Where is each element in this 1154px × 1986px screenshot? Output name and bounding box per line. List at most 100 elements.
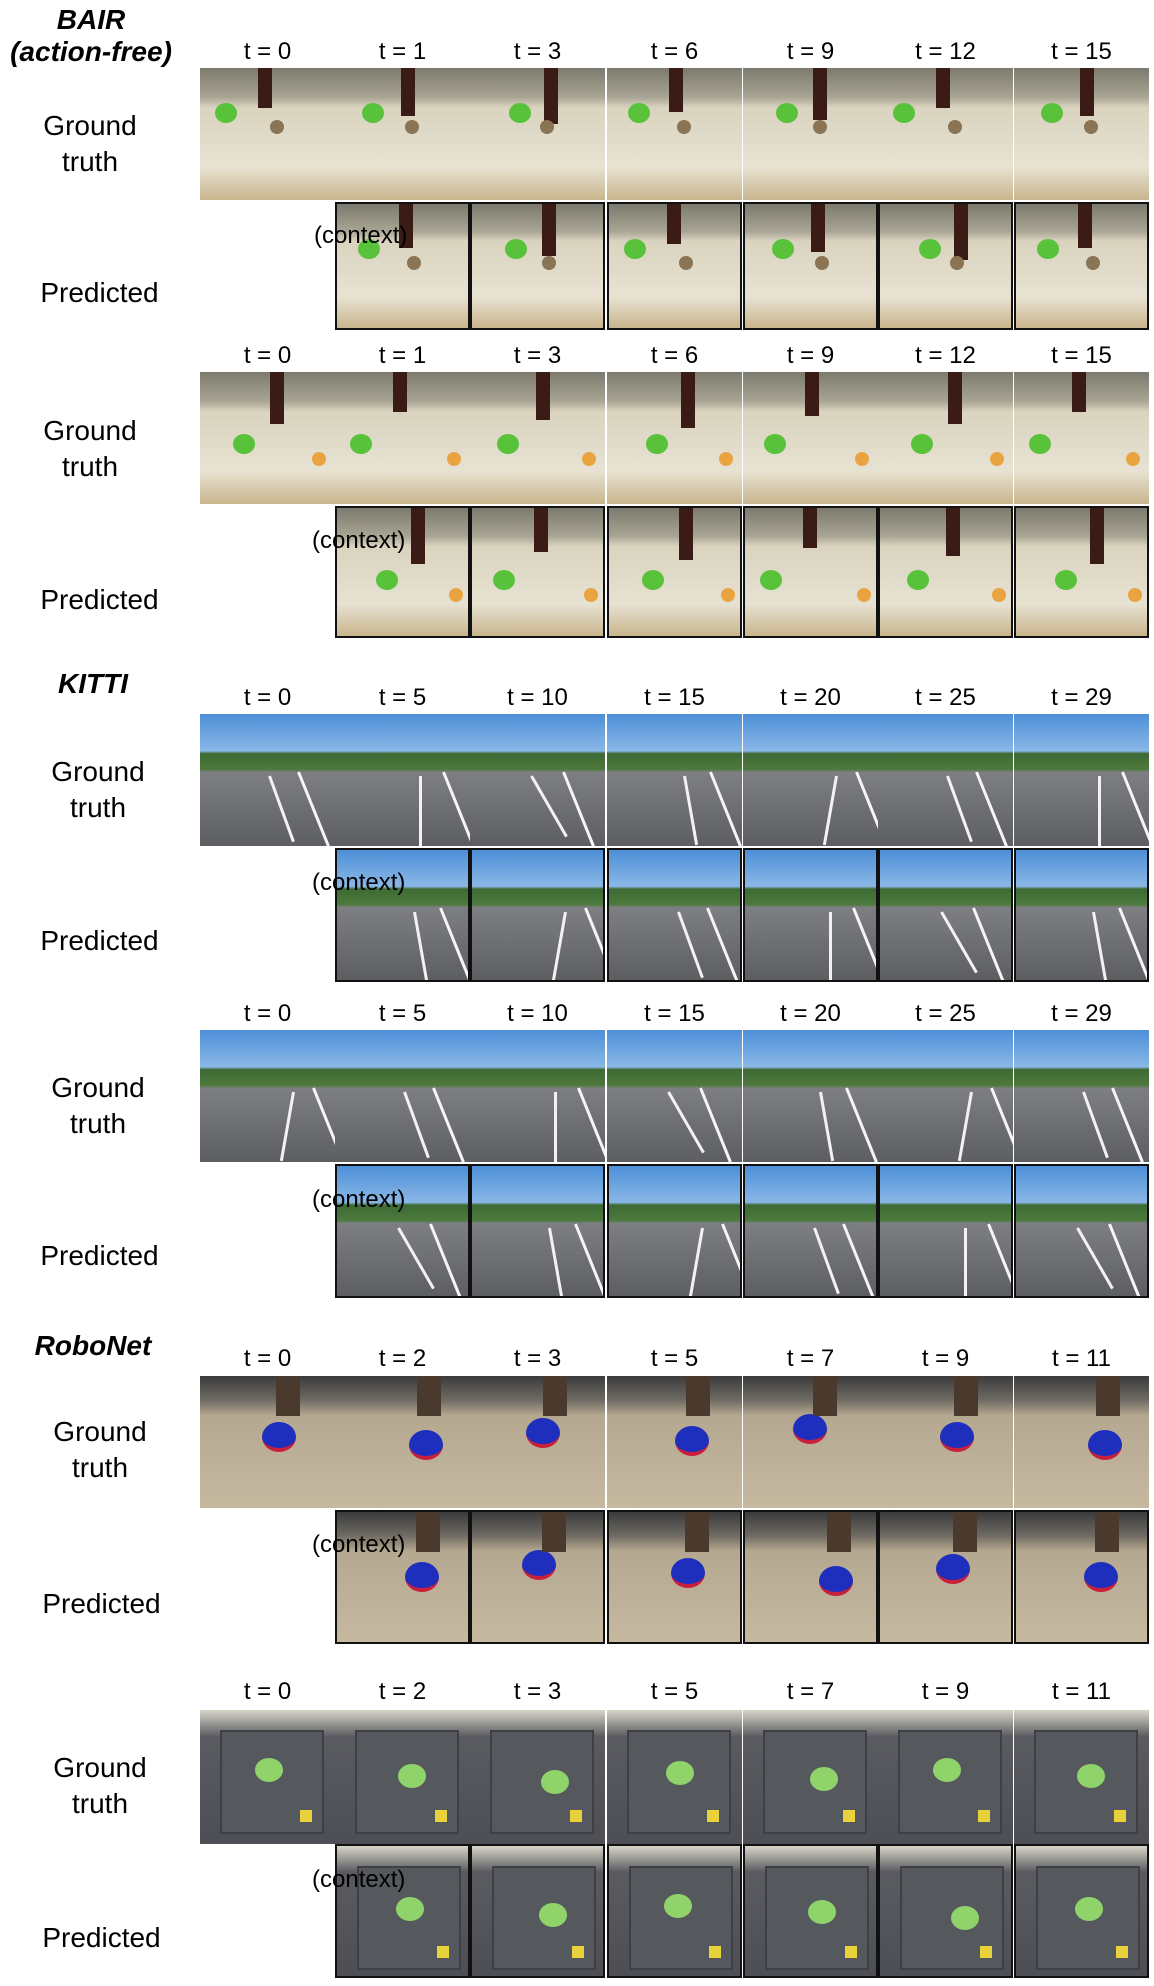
time-label: t = 7 [786,1345,835,1372]
ground-truth-frame [607,1030,742,1162]
time-label: t = 20 [780,684,841,711]
ground-truth-frame [335,68,470,200]
predicted-frame [335,848,470,982]
ground-truth-frame [743,1710,878,1844]
ground-truth-label: Ground truth [43,110,137,177]
time-label: t = 9 [921,1678,970,1705]
predicted-label: Predicted [40,277,159,308]
predicted-frame [607,1164,742,1298]
predicted-frame [743,202,878,330]
ground-truth-frame [743,1376,878,1508]
ground-truth-frame [470,1376,605,1508]
ground-truth-frame [335,714,470,846]
predicted-frame [607,506,742,638]
time-label: t = 6 [650,38,699,65]
ground-truth-frame [607,714,742,846]
time-label: t = 15 [644,1000,705,1027]
time-label: t = 0 [243,1345,292,1372]
time-label: t = 29 [1051,684,1112,711]
ground-truth-frame [200,1376,335,1508]
time-label: t = 2 [378,1345,427,1372]
ground-truth-frame [743,1030,878,1162]
ground-truth-frame [1014,1710,1149,1844]
time-label: t = 29 [1051,1000,1112,1027]
predicted-frame [607,1844,742,1978]
predicted-frame [607,1510,742,1644]
ground-truth-frame [878,1030,1013,1162]
ground-truth-frame [335,372,470,504]
predicted-frame [335,506,470,638]
time-label: t = 12 [915,342,976,369]
predicted-frame [878,1164,1013,1298]
predicted-frame [1014,506,1149,638]
time-label: t = 5 [378,1000,427,1027]
ground-truth-label: Ground truth [51,756,145,823]
time-label: t = 1 [378,38,427,65]
ground-truth-frame [743,372,878,504]
ground-truth-frame [743,714,878,846]
predicted-label: Predicted [42,1588,161,1619]
predicted-frame [1014,1164,1149,1298]
ground-truth-frame [470,372,605,504]
predicted-label: Predicted [40,584,159,615]
predicted-frame [1014,202,1149,330]
section-title: KITTI [58,668,128,699]
time-label: t = 1 [378,342,427,369]
predicted-frame [470,506,605,638]
time-label: t = 3 [513,1345,562,1372]
ground-truth-frame [335,1376,470,1508]
time-label: t = 2 [378,1678,427,1705]
ground-truth-label: Ground truth [53,1416,147,1483]
predicted-frame [607,848,742,982]
predicted-frame [470,1844,605,1978]
time-label: t = 9 [786,38,835,65]
ground-truth-frame [607,68,742,200]
time-label: t = 15 [644,684,705,711]
ground-truth-frame [607,1710,742,1844]
predicted-frame [470,1164,605,1298]
ground-truth-frame [878,714,1013,846]
section-title: RoboNet [34,1330,152,1361]
predicted-frame [743,848,878,982]
time-label: t = 25 [915,684,976,711]
time-label: t = 15 [1051,342,1112,369]
ground-truth-frame [1014,372,1149,504]
time-label: t = 10 [507,684,568,711]
ground-truth-frame [878,372,1013,504]
time-label: t = 5 [650,1678,699,1705]
predicted-frame [335,1844,470,1978]
time-label: t = 9 [786,342,835,369]
time-label: t = 11 [1052,1678,1111,1705]
ground-truth-frame [743,68,878,200]
ground-truth-label: Ground truth [53,1752,147,1819]
predicted-label: Predicted [40,1240,159,1271]
predicted-label: Predicted [42,1922,161,1953]
ground-truth-frame [1014,1030,1149,1162]
ground-truth-frame [200,1710,335,1844]
ground-truth-frame [335,1030,470,1162]
time-label: t = 0 [243,342,292,369]
ground-truth-frame [470,1710,605,1844]
predicted-frame [1014,848,1149,982]
ground-truth-label: Ground truth [51,1072,145,1139]
time-label: t = 0 [243,1678,292,1705]
ground-truth-frame [200,714,335,846]
predicted-frame [1014,1844,1149,1978]
time-label: t = 10 [507,1000,568,1027]
time-label: t = 25 [915,1000,976,1027]
predicted-frame [878,1844,1013,1978]
ground-truth-frame [878,1376,1013,1508]
time-label: t = 11 [1052,1345,1111,1372]
predicted-frame [743,1164,878,1298]
ground-truth-frame [607,372,742,504]
ground-truth-frame [1014,714,1149,846]
time-label: t = 3 [513,342,562,369]
predicted-frame [878,848,1013,982]
ground-truth-frame [335,1710,470,1844]
time-label: t = 5 [650,1345,699,1372]
time-label: t = 7 [786,1678,835,1705]
time-label: t = 5 [378,684,427,711]
predicted-frame [470,1510,605,1644]
predicted-frame [743,1844,878,1978]
time-label: t = 12 [915,38,976,65]
